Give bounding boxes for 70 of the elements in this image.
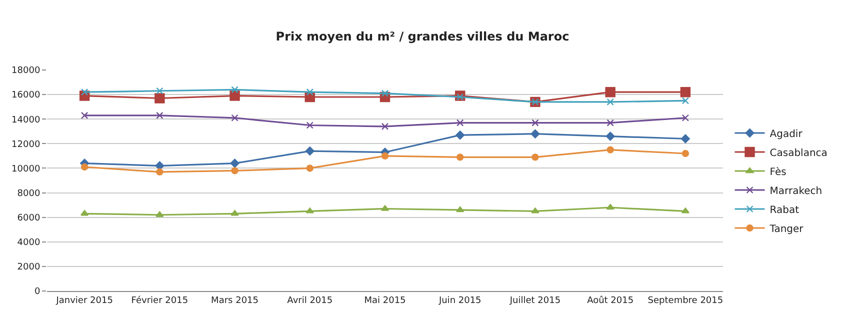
point <box>230 210 239 216</box>
point <box>606 132 615 141</box>
point <box>305 146 314 156</box>
point <box>682 97 690 104</box>
legend-label: Rabat <box>770 204 800 216</box>
point <box>606 119 614 126</box>
point <box>531 208 540 214</box>
point <box>532 154 539 161</box>
point <box>606 98 614 106</box>
point <box>156 211 164 217</box>
y-tick-label: 18000 <box>12 66 40 76</box>
x-tick-label: Mai 2015 <box>364 296 406 306</box>
point <box>230 158 240 168</box>
x-tick-label: Avril 2015 <box>287 296 333 306</box>
point <box>306 208 314 214</box>
y-tick-label: 4000 <box>17 238 40 248</box>
point <box>680 87 691 98</box>
point <box>231 86 238 94</box>
point <box>456 93 464 101</box>
y-tick-label: 16000 <box>12 90 40 101</box>
point <box>605 87 616 98</box>
point <box>381 152 389 160</box>
x-tick-label: Janvier 2015 <box>55 296 113 306</box>
y-tick-label: 8000 <box>17 188 40 199</box>
point <box>80 88 88 96</box>
point <box>306 164 314 172</box>
point <box>606 146 614 154</box>
x-tick-label: Août 2015 <box>587 294 634 306</box>
point <box>532 119 539 126</box>
legend-label: Casablanca <box>770 148 828 159</box>
point <box>306 122 314 129</box>
point <box>156 87 164 94</box>
point <box>456 119 464 126</box>
y-tick-label: 2000 <box>17 262 40 273</box>
x-tick-label: Juillet 2015 <box>508 296 561 306</box>
y-tick-label: 6000 <box>17 213 40 224</box>
point <box>606 204 614 210</box>
point <box>530 129 540 138</box>
y-tick-label: 12000 <box>12 140 40 150</box>
point <box>80 210 89 216</box>
x-tick-label: Juin 2015 <box>438 296 482 306</box>
point <box>456 154 464 161</box>
point <box>682 114 690 122</box>
legend-label: Fès <box>770 166 786 178</box>
point <box>156 168 164 176</box>
point <box>156 112 164 120</box>
point <box>154 93 165 104</box>
point <box>456 130 465 140</box>
point <box>231 114 238 122</box>
point <box>681 208 690 214</box>
point <box>80 112 88 120</box>
legend-label: Marrakech <box>770 186 822 197</box>
point <box>80 163 88 171</box>
x-tick-label: Février 2015 <box>131 294 188 306</box>
legend-label: Agadir <box>770 128 804 140</box>
x-tick-label: Mars 2015 <box>211 296 258 306</box>
point <box>456 206 464 212</box>
point <box>231 167 238 174</box>
chart-title: Prix moyen du m² / grandes villes du Maroc <box>276 30 570 44</box>
point <box>306 88 314 96</box>
x-tick-label: Septembre 2015 <box>648 296 724 306</box>
legend-label: Tanger <box>768 224 804 235</box>
point <box>682 150 690 158</box>
point <box>680 134 690 144</box>
y-tick-label: 0 <box>34 287 40 298</box>
point <box>381 122 389 130</box>
point <box>381 90 389 97</box>
point <box>230 90 240 101</box>
y-tick-label: 10000 <box>12 164 40 174</box>
y-tick-label: 14000 <box>12 115 40 126</box>
